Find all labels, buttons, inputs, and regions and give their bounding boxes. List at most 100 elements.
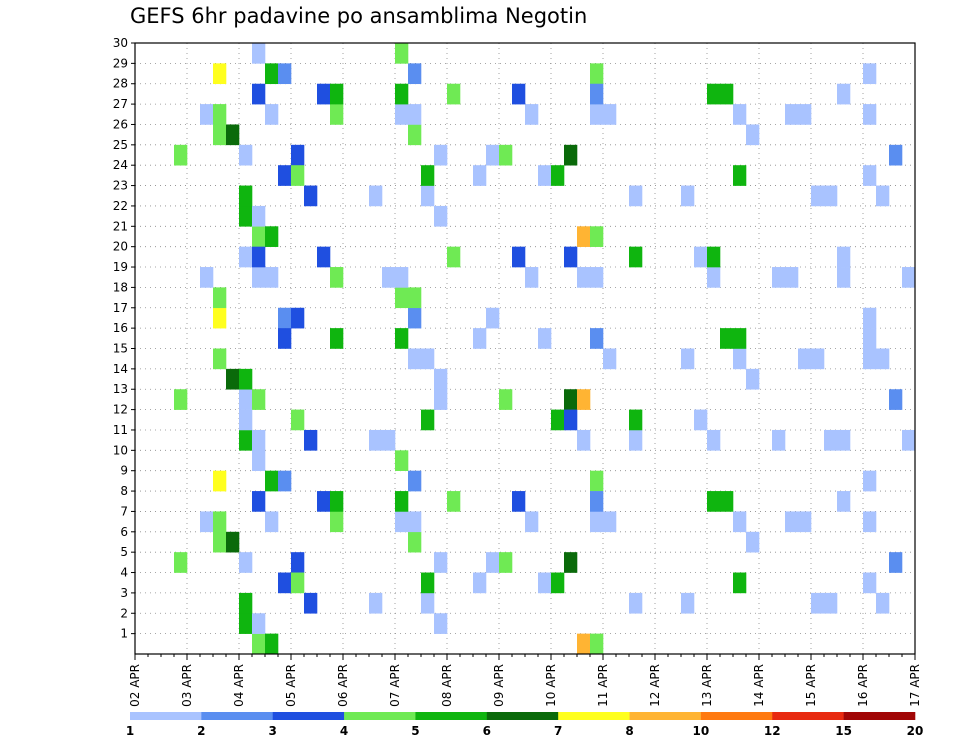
heatmap-cell (434, 389, 448, 410)
x-tick-label: 14 APR (752, 664, 766, 707)
heatmap-cell (889, 389, 903, 410)
colorbar-label: 8 (625, 724, 633, 738)
heatmap-cell (239, 368, 253, 390)
heatmap-cell (278, 63, 292, 85)
y-tick-label: 16 (113, 321, 128, 335)
heatmap-cell (200, 267, 214, 288)
heatmap-cell (291, 144, 305, 166)
heatmap-cell (512, 246, 526, 268)
heatmap-cell (733, 104, 747, 125)
colorbar-segment (344, 712, 416, 720)
y-tick-label: 26 (113, 117, 128, 131)
x-tick-label: 16 APR (856, 664, 870, 707)
heatmap-cell (603, 348, 617, 370)
heatmap-cell (239, 205, 253, 227)
y-tick-label: 6 (120, 525, 128, 539)
heatmap-cell (577, 267, 591, 288)
heatmap-cell (421, 572, 435, 594)
heatmap-cell (499, 552, 513, 573)
heatmap-cell (863, 511, 877, 533)
y-tick-label: 1 (120, 627, 128, 641)
heatmap-cell (733, 328, 747, 349)
heatmap-cell (876, 185, 890, 207)
heatmap-cell (525, 511, 539, 533)
heatmap-cell (213, 531, 227, 553)
colorbar-segment (700, 712, 773, 720)
heatmap-cell (577, 389, 591, 410)
heatmap-cell (369, 429, 383, 451)
heatmap-cell (239, 429, 253, 451)
heatmap-cell (395, 267, 409, 288)
heatmap-cell (889, 144, 903, 166)
y-tick-label: 7 (120, 504, 128, 518)
heatmap-cell (408, 307, 422, 329)
heatmap-cell (174, 144, 188, 166)
heatmap-cell (629, 185, 643, 207)
heatmap-cell (213, 104, 227, 125)
heatmap-cell (707, 491, 721, 512)
heatmap-cell (252, 205, 266, 227)
heatmap-cell (590, 470, 604, 492)
colorbar-segment (558, 712, 630, 720)
heatmap-cell (421, 348, 435, 370)
heatmap-cell (434, 144, 448, 166)
heatmap-cell (876, 348, 890, 370)
heatmap-cell (434, 613, 448, 634)
heatmap-cell (304, 592, 318, 614)
colorbar-label: 2 (197, 724, 205, 738)
heatmap-cell (408, 531, 422, 553)
heatmap-cell (564, 389, 578, 410)
colorbar-segment (201, 712, 274, 720)
heatmap-cell (213, 511, 227, 533)
y-tick-label: 9 (120, 464, 128, 478)
heatmap-cell (252, 491, 266, 512)
colorbar-label: 1 (126, 724, 134, 738)
y-tick-label: 27 (113, 97, 128, 111)
colorbar-segment (843, 712, 916, 720)
heatmap-cell (733, 572, 747, 594)
x-tick-label: 06 APR (336, 664, 350, 707)
heatmap-cell (603, 104, 617, 125)
heatmap-cell (707, 83, 721, 105)
y-tick-label: 23 (113, 179, 128, 193)
heatmap-cell (551, 572, 565, 594)
heatmap-cell (824, 185, 838, 207)
colorbar-label: 10 (693, 724, 710, 738)
heatmap-cell (785, 104, 799, 125)
heatmap-cell (863, 328, 877, 349)
heatmap-cell (252, 226, 266, 247)
heatmap-cell (694, 246, 708, 268)
heatmap-cell (408, 348, 422, 370)
heatmap-cell (447, 246, 461, 268)
colorbar-label: 6 (483, 724, 491, 738)
heatmap-cell (369, 592, 383, 614)
heatmap-cell (434, 205, 448, 227)
heatmap-cell (213, 470, 227, 492)
heatmap-cell (252, 389, 266, 410)
y-tick-label: 11 (113, 423, 128, 437)
heatmap-cell (239, 592, 253, 614)
heatmap-cell (291, 552, 305, 573)
heatmap-cell (486, 307, 500, 329)
heatmap-cell (785, 267, 799, 288)
heatmap-cell (239, 552, 253, 573)
heatmap-cell (265, 511, 279, 533)
heatmap-cell (746, 531, 760, 553)
heatmap-cell (252, 613, 266, 634)
heatmap-cell (278, 307, 292, 329)
heatmap-cell (863, 104, 877, 125)
heatmap-cell (291, 409, 305, 431)
colorbar-label: 12 (764, 724, 781, 738)
heatmap-cell (707, 267, 721, 288)
heatmap-cell (291, 307, 305, 329)
heatmap-cell (551, 409, 565, 431)
heatmap-cell (447, 491, 461, 512)
colorbar-segment (772, 712, 844, 720)
heatmap-cell (174, 389, 188, 410)
heatmap-cell (304, 185, 318, 207)
heatmap-cell (486, 144, 500, 166)
heatmap-cell (863, 572, 877, 594)
heatmap-cell (837, 267, 851, 288)
heatmap-cell (395, 491, 409, 512)
heatmap-cell (837, 429, 851, 451)
